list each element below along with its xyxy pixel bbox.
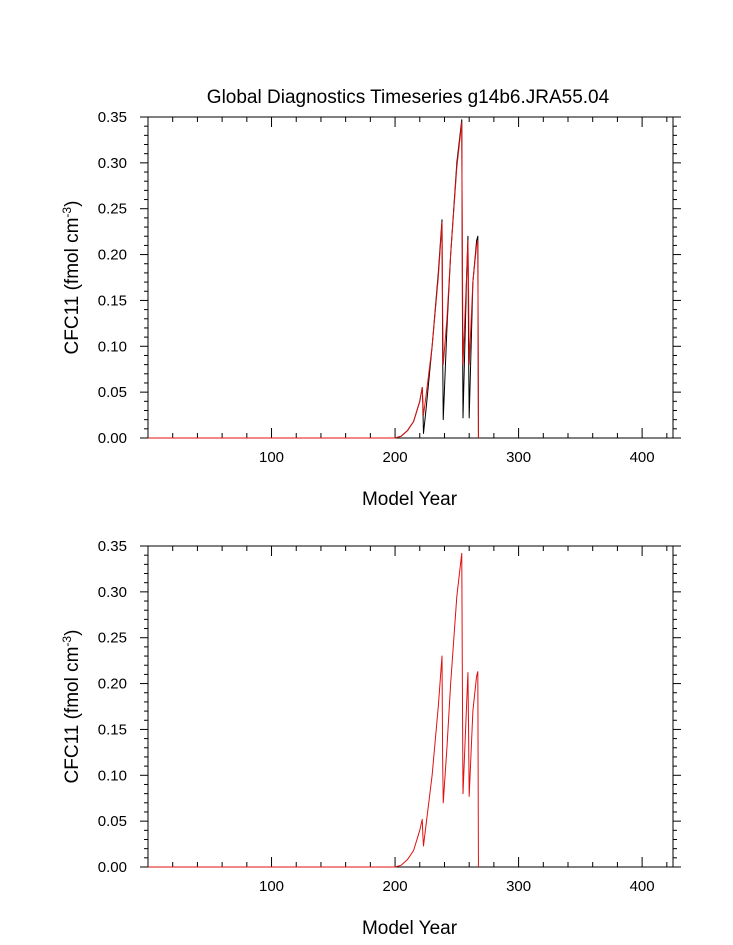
y-tick-label: 0.30 [98, 584, 127, 601]
y-tick-label: 0.35 [98, 538, 127, 555]
y-axis-label: CFC11 (fmol cm-3) [60, 201, 83, 355]
y-tick-label: 0.00 [98, 859, 127, 876]
y-tick-label: 0.20 [98, 676, 127, 693]
y-tick-label: 0.25 [98, 201, 127, 218]
y-axis-label-superscript: -3 [60, 636, 74, 647]
y-tick-label: 0.05 [98, 384, 127, 401]
chart-title: Global Diagnostics Timeseries g14b6.JRA5… [207, 87, 610, 108]
y-tick-label: 0.20 [98, 247, 127, 264]
y-axis-label: CFC11 (fmol cm-3) [60, 630, 83, 784]
y-tick-label: 0.05 [98, 813, 127, 830]
y-axis-label-main: CFC11 (fmol cm [62, 218, 83, 355]
y-tick-label: 0.35 [98, 109, 127, 126]
x-tick-label: 400 [630, 878, 655, 895]
y-axis-label-superscript: -3 [60, 207, 74, 218]
x-tick-label: 300 [506, 449, 531, 466]
y-tick-label: 0.10 [98, 767, 127, 784]
y-tick-label: 0.15 [98, 721, 127, 738]
y-tick-label: 0.25 [98, 630, 127, 647]
y-axis-label-end: ) [62, 630, 83, 636]
y-tick-label: 0.15 [98, 292, 127, 309]
y-axis-label-end: ) [62, 201, 83, 207]
y-tick-label: 0.30 [98, 155, 127, 172]
x-tick-label: 100 [259, 878, 284, 895]
x-tick-label: 300 [506, 878, 531, 895]
x-axis-label: Model Year [362, 918, 458, 939]
y-axis-label-main: CFC11 (fmol cm [62, 647, 83, 784]
series-line-1 [148, 122, 479, 439]
series-line-0 [148, 119, 479, 439]
x-tick-label: 400 [630, 449, 655, 466]
y-tick-label: 0.10 [98, 338, 127, 355]
cfc11-top-panel: 100 200 300 400 0.00 0.05 0.10 0.15 0.20 0.25 0.30… [60, 109, 681, 510]
cfc11-bottom-panel: 100 200 300 400 0.00 0.05 0.10 0.15 0.20 0.25 0.30… [60, 538, 681, 939]
x-tick-label: 200 [383, 878, 408, 895]
x-axis-label: Model Year [362, 489, 458, 510]
x-tick-label: 200 [383, 449, 408, 466]
y-tick-label: 0.00 [98, 430, 127, 447]
plot-frame [147, 116, 674, 439]
x-tick-label: 100 [259, 449, 284, 466]
plot-frame [147, 545, 674, 868]
series-line-0 [148, 552, 479, 868]
